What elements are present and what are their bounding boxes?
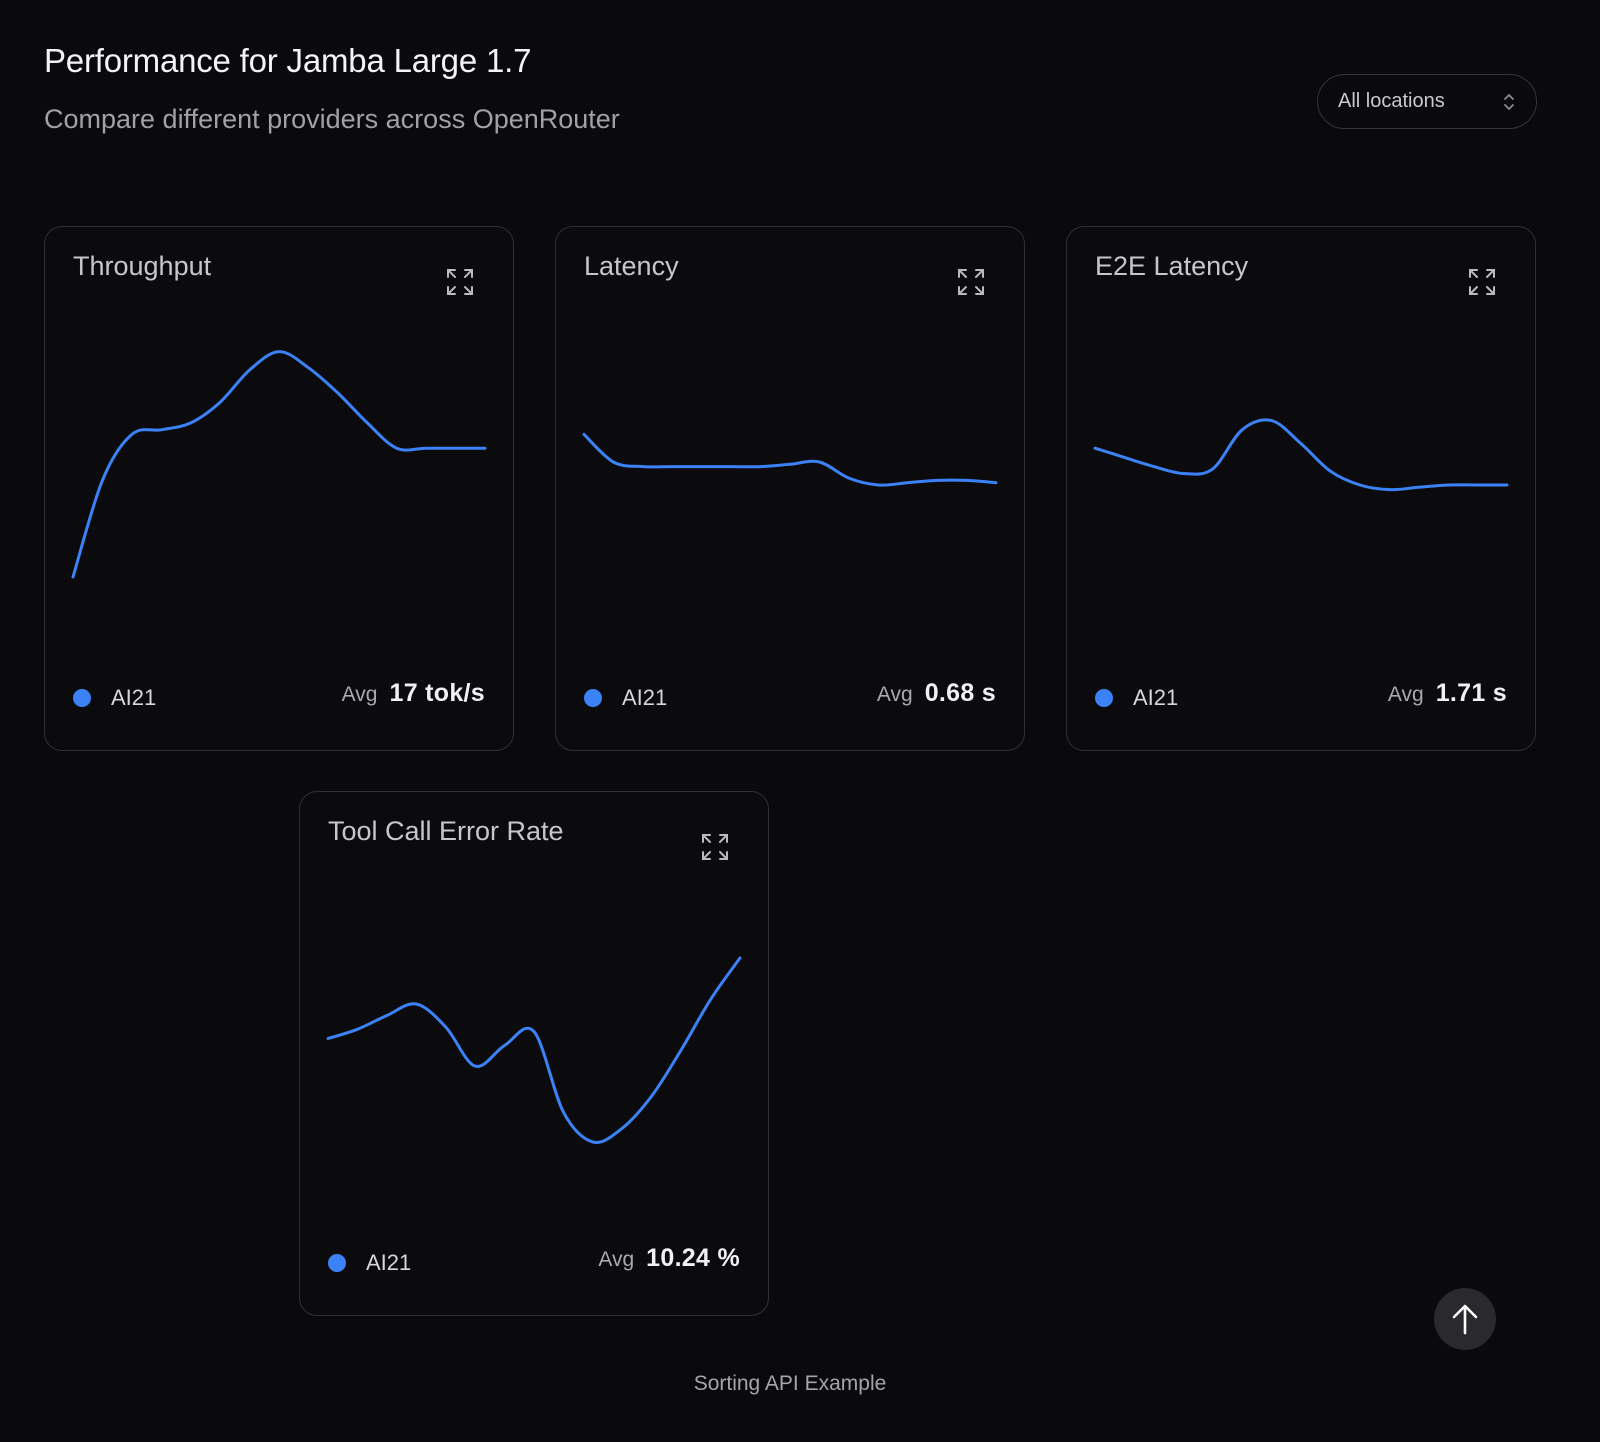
legend: AI21 [328, 1250, 411, 1276]
throughput-chart [71, 350, 487, 579]
legend: AI21 [584, 685, 667, 711]
legend: AI21 [1095, 685, 1178, 711]
page-title: Performance for Jamba Large 1.7 [44, 42, 532, 79]
chart-card-throughput: Throughput AI21 Avg 17 tok/s [44, 226, 514, 751]
legend-label: AI21 [1133, 685, 1179, 710]
tool-call-error-rate-chart [326, 956, 742, 1144]
chart-card-e2e-latency: E2E Latency AI21 Avg 1.71 s [1066, 226, 1536, 751]
page-subtitle: Compare different providers across OpenR… [44, 104, 620, 134]
e2e-latency-chart [1093, 418, 1509, 492]
sorting-api-example-link[interactable]: Sorting API Example [693, 1372, 887, 1395]
series-line-ai21 [1093, 418, 1509, 492]
legend-label: AI21 [622, 685, 668, 710]
series-line-ai21 [582, 432, 998, 487]
location-select[interactable]: All locations [1317, 74, 1537, 129]
expand-icon[interactable] [700, 832, 730, 862]
avg-value: 0.68 s [924, 679, 996, 707]
avg-label: Avg [341, 683, 378, 706]
avg-value: 1.71 s [1435, 679, 1507, 707]
series-line-ai21 [71, 350, 487, 579]
average: Avg 1.71 s [1388, 679, 1507, 708]
legend-dot [328, 1254, 346, 1272]
expand-icon[interactable] [956, 267, 986, 297]
avg-value: 10.24 % [646, 1244, 740, 1272]
card-title: Throughput [73, 251, 212, 281]
latency-chart [582, 432, 998, 487]
legend-dot [73, 689, 91, 707]
card-title: E2E Latency [1095, 251, 1249, 281]
legend: AI21 [73, 685, 156, 711]
chevron-up-down-icon [1504, 93, 1514, 110]
average: Avg 17 tok/s [342, 679, 485, 708]
legend-label: AI21 [366, 1250, 412, 1275]
avg-label: Avg [1387, 683, 1424, 706]
average: Avg 0.68 s [877, 679, 996, 708]
avg-label: Avg [876, 683, 913, 706]
legend-dot [1095, 689, 1113, 707]
legend-label: AI21 [111, 685, 157, 710]
expand-icon[interactable] [1467, 267, 1497, 297]
arrow-up-icon [1452, 1304, 1478, 1335]
chart-card-tool-call-error-rate: Tool Call Error Rate AI21 Avg 10.24 % [299, 791, 769, 1316]
average: Avg 10.24 % [598, 1244, 740, 1273]
avg-value: 17 tok/s [389, 679, 485, 707]
expand-icon[interactable] [445, 267, 475, 297]
avg-label: Avg [598, 1248, 635, 1271]
legend-dot [584, 689, 602, 707]
location-select-value: All locations [1338, 90, 1445, 112]
chart-card-latency: Latency AI21 Avg 0.68 s [555, 226, 1025, 751]
scroll-to-top-button[interactable] [1434, 1288, 1496, 1350]
card-title: Tool Call Error Rate [328, 816, 564, 846]
card-title: Latency [584, 251, 679, 281]
series-line-ai21 [326, 956, 742, 1144]
